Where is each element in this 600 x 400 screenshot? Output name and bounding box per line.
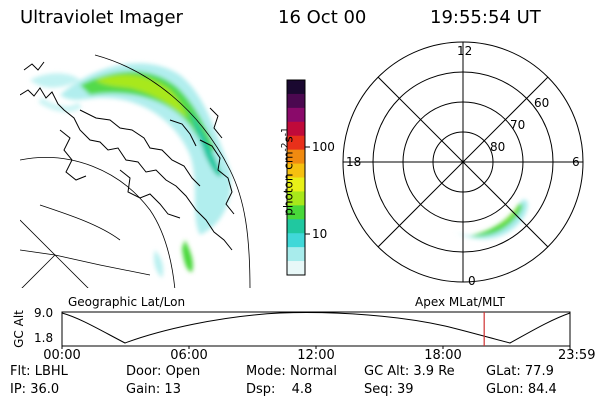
glat-field: GLat: 77.9 [486,364,554,379]
colorbar-segment [287,261,305,276]
colorbar-segment [287,135,305,151]
timeline-frame [61,311,571,347]
mode-label: Mode: [246,364,286,379]
polar-lat-70: 70 [510,118,526,132]
colorbar-segment [287,93,305,109]
polar-plot [342,41,584,283]
colorbar [287,80,305,276]
colorbar-tick-label-10: 10 [312,227,328,241]
colorbar-frame [286,79,306,276]
door-field: Door: Open [126,364,200,379]
right-panel-label: Apex MLat/MLT [415,295,505,309]
ip-label: IP: [10,382,27,397]
timeline-y-max: 9.0 [34,306,54,320]
ip-field: IP: 36.0 [10,382,59,397]
glon-value: 84.4 [527,382,557,397]
colorbar-segment [287,191,305,206]
timeline-y-label: GC Alt [12,310,26,348]
ip-value: 36.0 [30,382,60,397]
glat-value: 77.9 [524,364,554,379]
mode-value: Normal [289,364,337,379]
timeline-tick-label: 06:00 [170,348,208,363]
geographic-map [20,54,251,288]
colorbar-segment [287,80,305,95]
colorbar-segment [287,205,305,220]
seq-field: Seq: 39 [364,382,414,397]
polar-aurora [455,199,528,239]
gain-label: Gain: [126,382,161,397]
colorbar-segment [287,163,305,178]
glon-label: GLon: [486,382,524,397]
flt-label: Flt: [10,364,31,379]
colorbar-label: photon cm-2s-1 [281,112,296,232]
instrument-title: Ultraviolet Imager [20,7,183,28]
gain-field: Gain: 13 [126,382,181,397]
flt-field: Flt: LBHL [10,364,68,379]
colorbar-segment [287,219,305,234]
flt-value: LBHL [34,364,68,379]
colorbar-label-base: photon cm [281,151,296,216]
time-label: 19:55:54 UT [430,7,541,28]
polar-lat-60: 60 [534,96,550,110]
colorbar-label-exp1: -2 [280,142,291,152]
timeline-tick-label: 00:00 [43,348,81,363]
gcalt-field: GC Alt: 3.9 Re [364,364,455,379]
colorbar-segment [287,247,305,262]
gain-value: 13 [164,382,181,397]
colorbar-label-exp2: -1 [280,127,291,137]
colorbar-segment [287,177,305,192]
coastlines [20,61,235,251]
dsp-label: Dsp: [246,382,276,397]
altitude-curve [61,312,571,344]
mode-field: Mode: Normal [246,364,337,379]
gcalt-value: 3.9 Re [413,364,455,379]
polar-lat-80: 80 [490,140,506,154]
colorbar-segment [287,121,305,137]
colorbar-segment [287,107,305,123]
date-label: 16 Oct 00 [278,7,367,28]
door-value: Open [165,364,201,379]
polar-mlt-0: 0 [468,274,476,288]
polar-mlt-6: 6 [572,155,580,169]
colorbar-segment [287,149,305,165]
timeline-y-min: 1.8 [34,331,54,345]
polar-mlt-12: 12 [457,44,473,58]
timeline-tick-label: 23:59 [558,348,596,363]
polar-mlt-18: 18 [346,155,362,169]
timeline-tick-label: 12:00 [297,348,335,363]
orbit-timeline [61,311,571,349]
glon-field: GLon: 84.4 [486,382,557,397]
geographic-grid [20,54,251,288]
colorbar-label-mid: s [281,136,296,143]
glat-label: GLat: [486,364,521,379]
dsp-field: Dsp: 4.8 [246,382,312,397]
gcalt-label: GC Alt: [364,364,410,379]
colorbar-segment [287,233,305,248]
left-panel-label: Geographic Lat/Lon [68,295,186,309]
door-label: Door: [126,364,162,379]
aurora-emission [30,63,232,278]
colorbar-tick-label-100: 100 [312,140,335,154]
seq-label: Seq: [364,382,393,397]
dsp-value: 4.8 [291,382,313,397]
polar-diagonal-2 [377,76,549,248]
timeline-tick-label: 18:00 [424,348,462,363]
seq-value: 39 [397,382,414,397]
